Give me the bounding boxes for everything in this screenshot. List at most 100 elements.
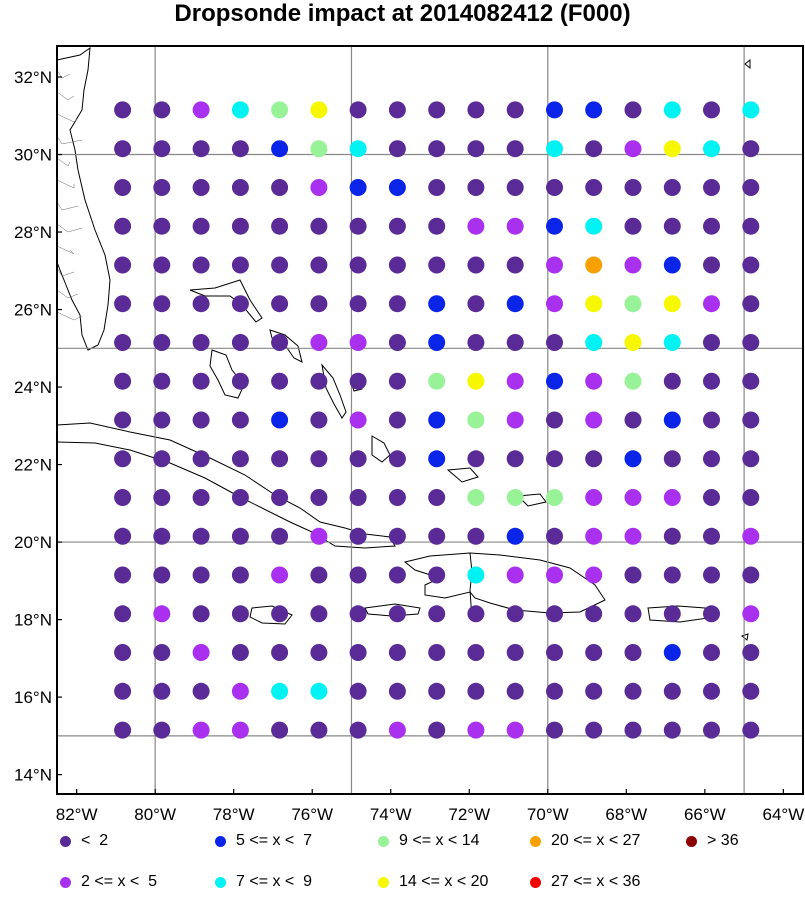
- impact-point: [192, 217, 210, 235]
- latitude-label: 14°N: [14, 766, 52, 785]
- impact-point: [467, 605, 485, 623]
- impact-point: [428, 721, 446, 739]
- impact-point: [585, 682, 603, 700]
- impact-point: [114, 605, 132, 623]
- impact-point: [742, 179, 760, 196]
- impact-point: [153, 179, 171, 196]
- impact-point: [310, 179, 328, 196]
- impact-point: [310, 605, 328, 623]
- impact-point: [428, 179, 446, 196]
- impact-point: [585, 179, 603, 196]
- impact-point: [310, 566, 328, 584]
- impact-point: [663, 644, 681, 661]
- impact-point: [388, 721, 406, 739]
- coastline-path: [249, 605, 293, 625]
- impact-point: [703, 566, 720, 584]
- impact-point: [231, 217, 249, 235]
- impact-point: [585, 217, 603, 235]
- latitude-label: 16°N: [14, 688, 52, 707]
- impact-point: [349, 644, 367, 661]
- impact-point: [114, 682, 132, 700]
- impact-point: [506, 140, 524, 158]
- impact-point: [349, 372, 367, 390]
- impact-point: [231, 682, 249, 700]
- impact-point: [153, 721, 171, 739]
- impact-point: [546, 217, 563, 235]
- impact-point: [585, 644, 603, 661]
- impact-point: [467, 217, 485, 235]
- impact-point: [663, 179, 681, 196]
- longitude-label: 74°W: [370, 805, 412, 824]
- impact-point: [663, 450, 681, 468]
- coastline-path: [740, 633, 749, 641]
- impact-point: [388, 527, 406, 545]
- impact-point: [192, 682, 210, 700]
- impact-point: [506, 721, 524, 739]
- impact-point: [349, 721, 367, 739]
- latitude-label: 30°N: [14, 146, 52, 165]
- impact-points: [114, 101, 760, 739]
- impact-point: [349, 527, 367, 545]
- impact-point: [271, 644, 289, 661]
- impact-point: [506, 411, 524, 429]
- impact-point: [742, 140, 760, 158]
- impact-point: [624, 489, 642, 506]
- impact-point: [546, 256, 563, 274]
- impact-point: [624, 256, 642, 274]
- impact-point: [624, 721, 642, 739]
- latitude-label: 22°N: [14, 456, 52, 475]
- impact-point: [467, 682, 485, 700]
- impact-point: [192, 527, 210, 545]
- impact-point: [546, 566, 563, 584]
- impact-point: [703, 256, 720, 274]
- impact-point: [310, 217, 328, 235]
- impact-point: [663, 140, 681, 158]
- impact-point: [742, 644, 760, 661]
- impact-point: [114, 721, 132, 739]
- impact-point: [310, 411, 328, 429]
- impact-point: [349, 682, 367, 700]
- impact-point: [624, 450, 642, 468]
- impact-point: [703, 372, 720, 390]
- impact-point: [114, 217, 132, 235]
- impact-point: [310, 489, 328, 506]
- impact-point: [467, 140, 485, 158]
- county-line: [56, 91, 75, 101]
- impact-point: [310, 527, 328, 545]
- impact-point: [742, 256, 760, 274]
- impact-point: [388, 256, 406, 274]
- impact-point: [192, 721, 210, 739]
- impact-point: [506, 295, 524, 313]
- impact-point: [271, 566, 289, 584]
- impact-point: [349, 217, 367, 235]
- impact-point: [153, 372, 171, 390]
- impact-point: [231, 140, 249, 158]
- impact-point: [546, 179, 563, 196]
- impact-point: [546, 101, 563, 119]
- impact-point: [192, 644, 210, 661]
- impact-point: [349, 489, 367, 506]
- impact-point: [506, 566, 524, 584]
- impact-point: [192, 140, 210, 158]
- impact-point: [624, 101, 642, 119]
- longitude-label: 64°W: [762, 805, 804, 824]
- impact-point: [428, 489, 446, 506]
- impact-point: [153, 566, 171, 584]
- impact-point: [663, 295, 681, 313]
- impact-point: [428, 527, 446, 545]
- impact-point: [506, 334, 524, 351]
- impact-point: [506, 256, 524, 274]
- impact-point: [153, 605, 171, 623]
- impact-point: [467, 334, 485, 351]
- latitude-label: 20°N: [14, 533, 52, 552]
- impact-point: [624, 372, 642, 390]
- impact-point: [192, 605, 210, 623]
- impact-point: [231, 489, 249, 506]
- impact-point: [428, 605, 446, 623]
- impact-point: [231, 179, 249, 196]
- impact-point: [388, 101, 406, 119]
- impact-point: [546, 605, 563, 623]
- impact-point: [388, 140, 406, 158]
- impact-point: [114, 489, 132, 506]
- impact-point: [703, 295, 720, 313]
